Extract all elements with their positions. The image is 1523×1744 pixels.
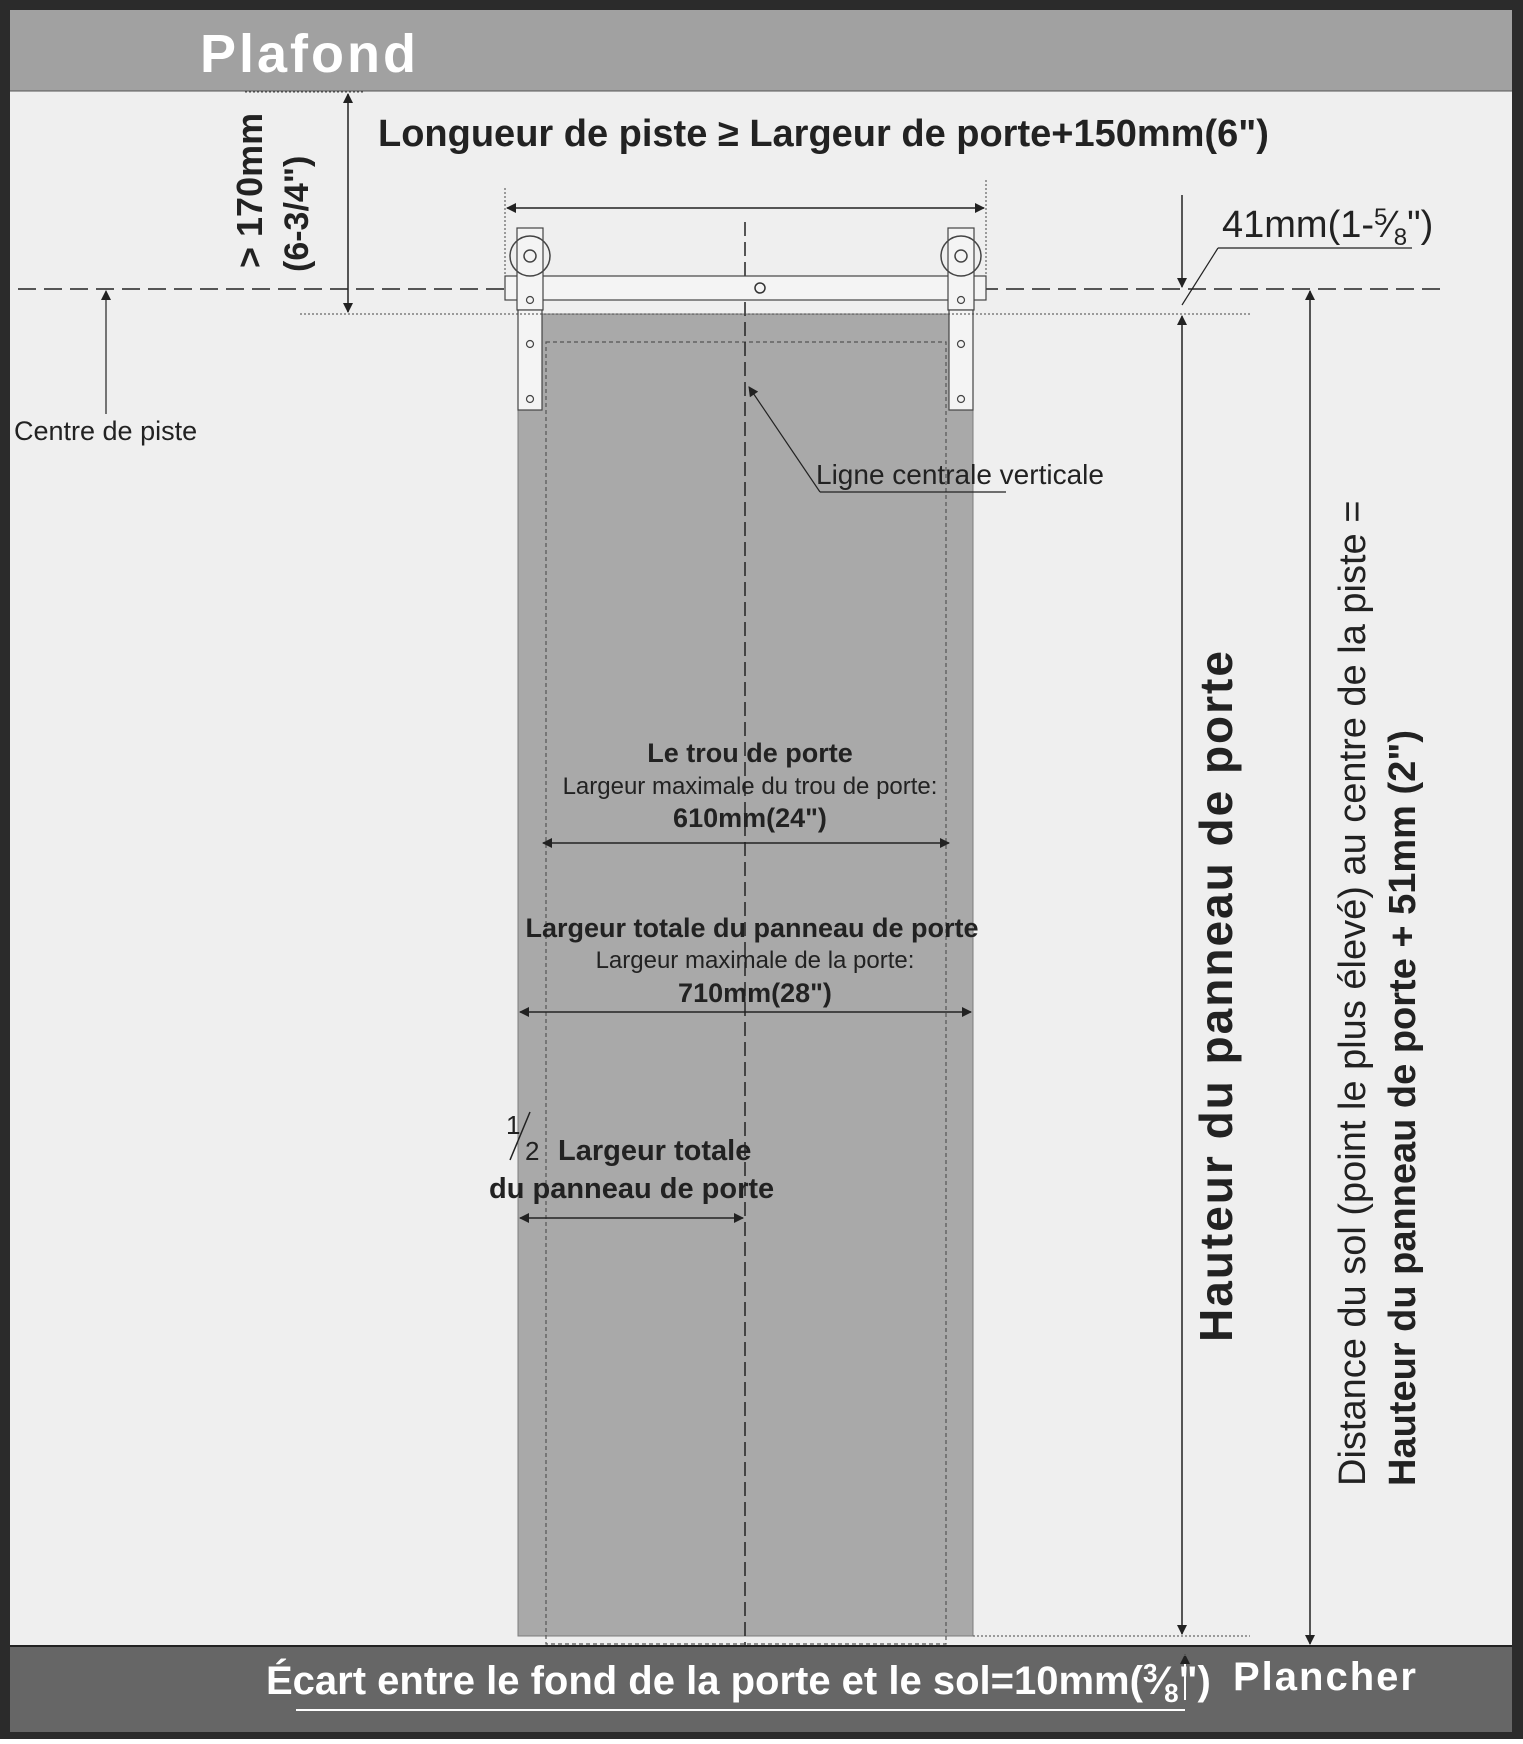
door-hole-subtitle: Largeur maximale du trou de porte: (563, 773, 938, 800)
centerline-pointer (748, 386, 821, 493)
track-rail (504, 275, 987, 301)
left-hanger (509, 227, 551, 411)
track-center-label: Centre de piste (14, 416, 197, 446)
floor-distance-line2: Hauteur du panneau de porte + 51mm (2") (1382, 730, 1424, 1486)
track-height-leader-diag (1181, 247, 1219, 306)
door-hole-title: Le trou de porte (647, 738, 853, 768)
vertical-center-label: Ligne centrale verticale (816, 459, 1104, 490)
panel-width-subtitle: Largeur maximale de la porte: (596, 947, 915, 974)
panel-width-value: 710mm(28") (678, 978, 832, 1008)
half-width-line1: Largeur totale (558, 1135, 751, 1167)
half-fraction-slash (509, 1111, 531, 1161)
floor-label: Plancher (1233, 1655, 1418, 1699)
clearance-value: > 170mm (229, 113, 270, 268)
door-height-label: Hauteur du panneau de porte (1190, 649, 1242, 1342)
ceiling-band (10, 10, 1512, 91)
track-length-label: Longueur de piste ≥ Largeur de porte+150… (378, 113, 1269, 155)
half-fraction-num: 1 (506, 1110, 520, 1140)
clearance-imperial: (6-3/4") (278, 156, 316, 272)
half-width-line2: du panneau de porte (489, 1173, 774, 1205)
door-hole-outline (545, 341, 947, 1645)
floor-band (10, 1647, 1512, 1732)
track-center-bolt (754, 282, 766, 294)
right-hanger (940, 227, 982, 411)
floor-distance-line1: Distance du sol (point le plus élevé) au… (1332, 501, 1374, 1486)
panel-width-title: Largeur totale du panneau de porte (525, 913, 978, 943)
gap-label: Écart entre le fond de la porte et le so… (266, 1658, 1211, 1708)
door-hole-value: 610mm(24") (673, 803, 827, 833)
half-fraction-den: 2 (525, 1136, 539, 1166)
ceiling-label: Plafond (200, 24, 419, 84)
